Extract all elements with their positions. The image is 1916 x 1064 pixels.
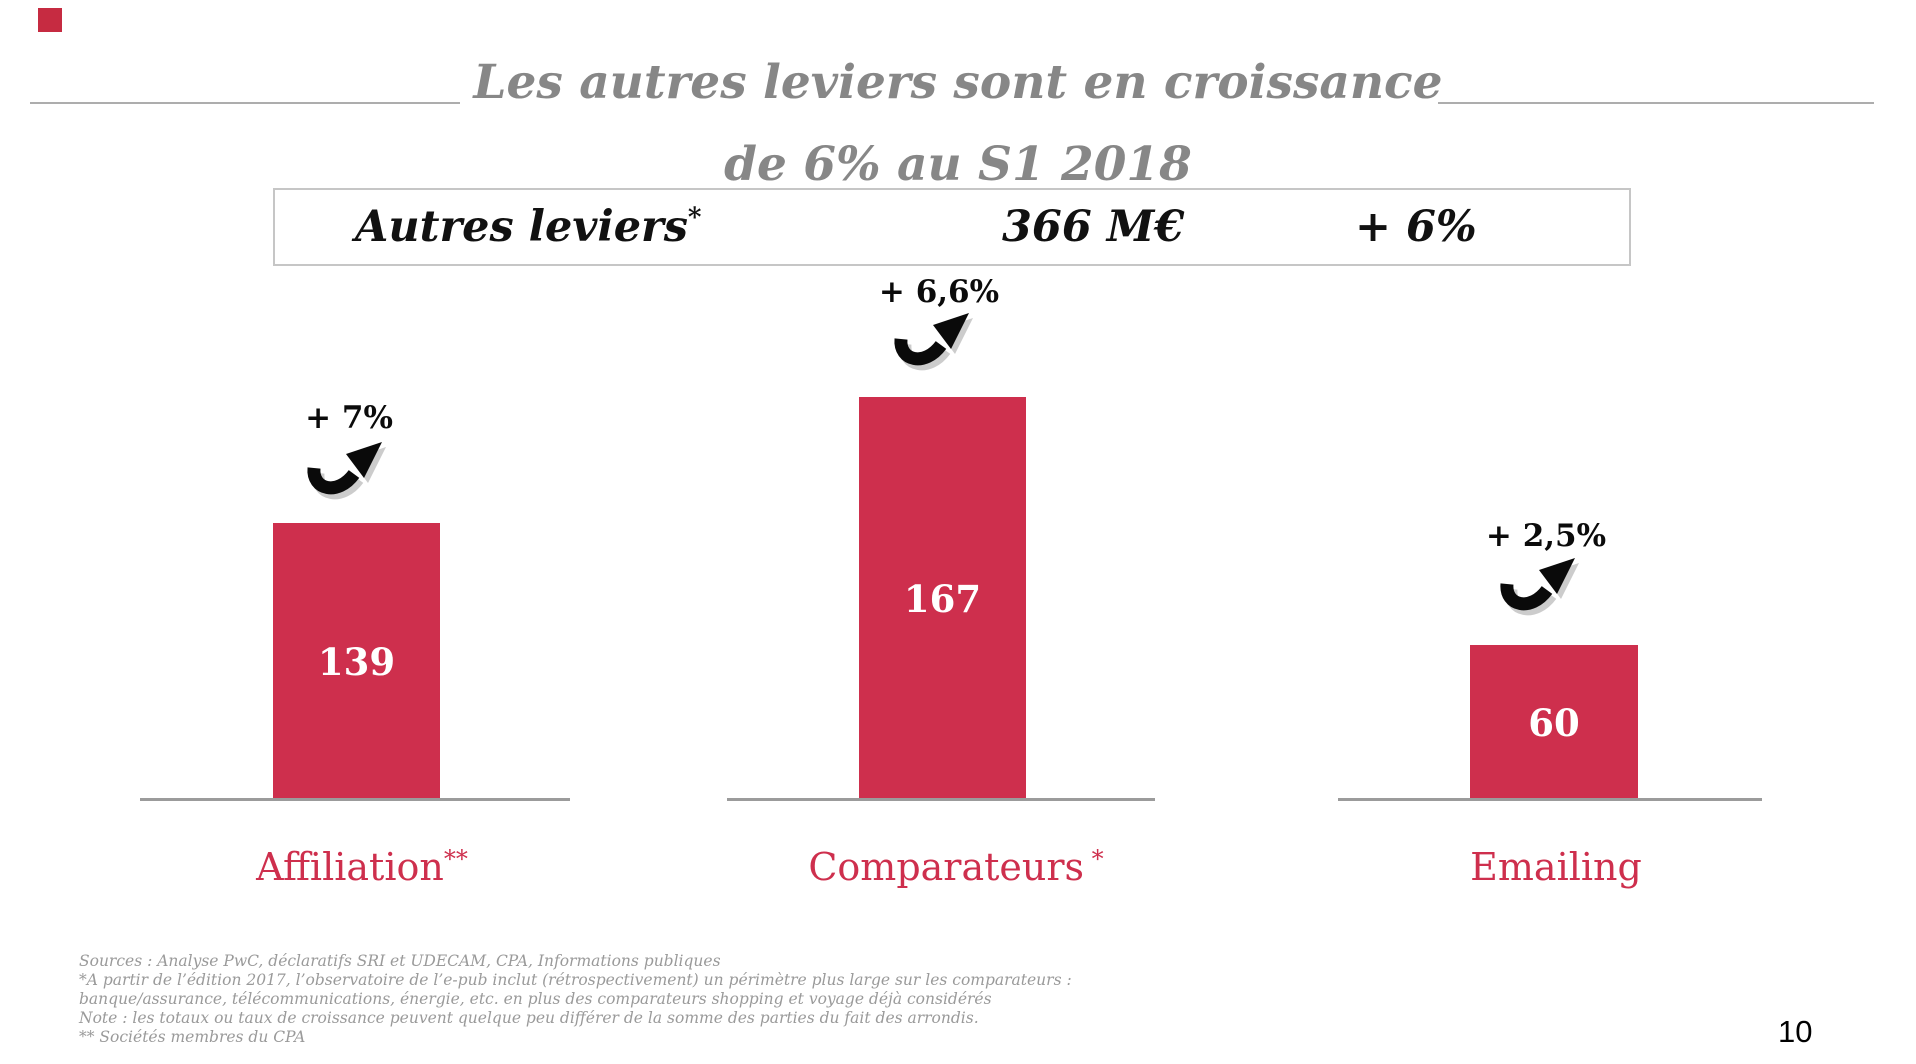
growth-label-affiliation: + 7% [305, 400, 393, 436]
bar-emailing: 60 [1470, 645, 1638, 800]
brand-square-logo-icon [38, 8, 62, 32]
footnote-line: banque/assurance, télécommunications, én… [79, 990, 992, 1008]
footnote-line: ** Sociétés membres du CPA [79, 1028, 306, 1046]
category-label-comparateurs: Comparateurs * [808, 845, 1103, 889]
category-text: Comparateurs [808, 845, 1085, 889]
growth-arrow-icon [1500, 558, 1579, 616]
footnote-line: *A partir de l’édition 2017, l’observato… [79, 971, 1072, 989]
summary-value: 366 M€ [1002, 202, 1185, 252]
footnote-line: Sources : Analyse PwC, déclaratifs SRI e… [79, 952, 721, 970]
summary-label: Autres leviers* [355, 202, 702, 252]
category-label-affiliation: Affiliation** [256, 845, 468, 889]
baseline-rule-affiliation [140, 798, 570, 801]
bar-comparateurs: 167 [859, 397, 1026, 800]
summary-box: Autres leviers* 366 M€ + 6% [273, 188, 1631, 266]
page-title-line-2: de 6% au S1 2018 [724, 137, 1192, 192]
category-label-emailing: Emailing [1470, 845, 1642, 889]
page-title: Les autres leviers sont en croissance de… [0, 42, 1916, 206]
page-number: 10 [1778, 1014, 1813, 1049]
footnote-asterisk: * [687, 203, 702, 233]
category-text: Emailing [1470, 845, 1642, 889]
bar-value-emailing: 60 [1528, 700, 1580, 745]
page-title-line-1: Les autres leviers sont en croissance [473, 55, 1443, 110]
growth-label-emailing: + 2,5% [1485, 518, 1607, 554]
baseline-rule-emailing [1338, 798, 1762, 801]
bar-value-comparateurs: 167 [903, 576, 982, 621]
bar-affiliation: 139 [273, 523, 440, 800]
category-text: Affiliation [256, 845, 444, 889]
title-rule-right [1438, 102, 1874, 104]
summary-growth: + 6% [1355, 202, 1477, 252]
category-footnote-marker: * [1084, 845, 1104, 873]
footnotes: Sources : Analyse PwC, déclaratifs SRI e… [79, 952, 1072, 1047]
baseline-rule-comparateurs [727, 798, 1155, 801]
title-rule-left [30, 102, 460, 104]
growth-arrow-icon [894, 313, 973, 371]
growth-label-comparateurs: + 6,6% [878, 274, 1000, 310]
category-footnote-marker: ** [443, 845, 468, 873]
summary-label-text: Autres leviers [355, 202, 688, 252]
footnote-line: Note : les totaux ou taux de croissance … [79, 1009, 979, 1027]
growth-arrow-icon [307, 442, 386, 500]
bar-value-affiliation: 139 [317, 639, 396, 684]
